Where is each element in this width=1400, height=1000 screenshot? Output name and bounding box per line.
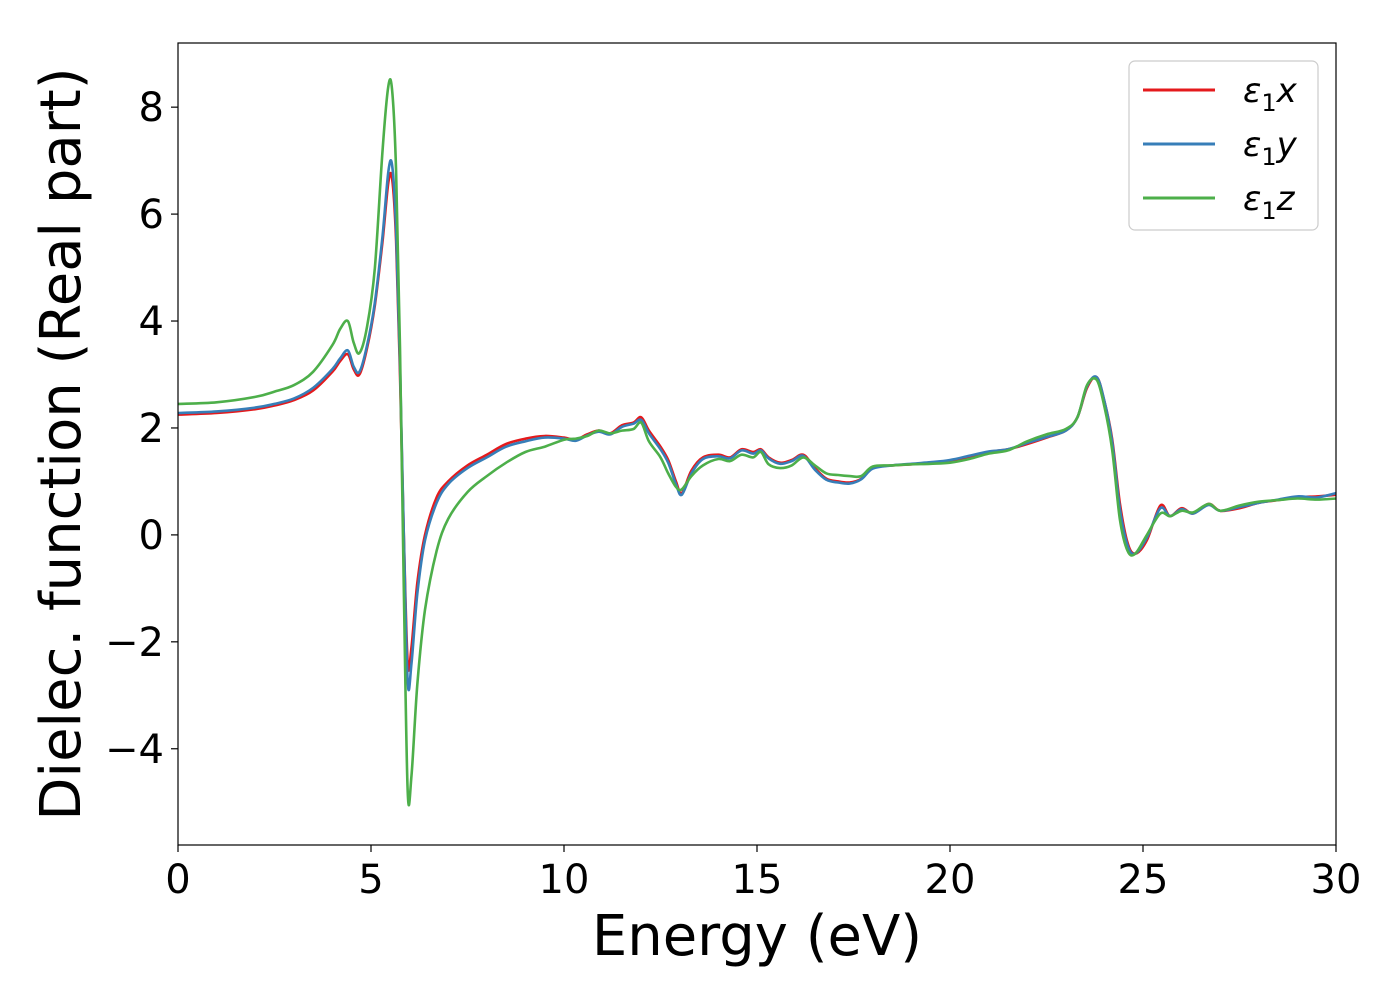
- plot-lines: [178, 78, 1336, 807]
- y-axis-label: Dielec. function (Real part): [29, 67, 94, 820]
- y-tick-label: −2: [105, 620, 164, 666]
- legend: ε1x ε1y ε1z: [1128, 60, 1319, 231]
- legend-item-z: ε1z: [1143, 179, 1296, 225]
- y-tick-label: 0: [139, 513, 164, 559]
- y-tick-label: 8: [139, 85, 164, 131]
- legend-item-x: ε1x: [1143, 71, 1298, 117]
- y-axis-ticks: −4 −2 0 2 4 6 8: [105, 85, 178, 773]
- x-axis-ticks: 0 5 10 15 20 25 30: [165, 845, 1361, 903]
- legend-items: ε1x ε1y ε1z: [1143, 71, 1298, 225]
- y-tick-label: 6: [139, 192, 164, 238]
- legend-label: ε1y: [1243, 125, 1298, 171]
- legend-label: ε1z: [1243, 179, 1296, 225]
- x-tick-label: 20: [925, 857, 976, 903]
- x-tick-label: 25: [1118, 857, 1169, 903]
- y-tick-label: 4: [139, 299, 164, 345]
- legend-box: [1128, 60, 1319, 231]
- x-tick-label: 30: [1311, 857, 1362, 903]
- y-tick-label: −4: [105, 727, 164, 773]
- x-tick-label: 5: [358, 857, 383, 903]
- series-line-z: [178, 78, 1336, 807]
- x-tick-label: 10: [539, 857, 590, 903]
- legend-label: ε1x: [1243, 71, 1298, 117]
- x-axis-label: Energy (eV): [592, 904, 922, 969]
- x-tick-label: 15: [732, 857, 783, 903]
- x-tick-label: 0: [165, 857, 190, 903]
- y-tick-label: 2: [139, 406, 164, 452]
- legend-item-y: ε1y: [1143, 125, 1298, 171]
